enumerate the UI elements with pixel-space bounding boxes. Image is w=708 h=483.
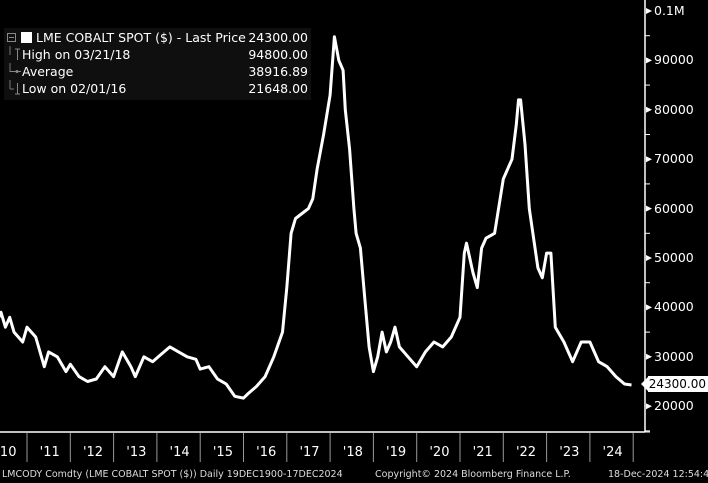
legend-row-high: High on 03/21/18 94800.00 [4,46,311,63]
footer-timestamp: 18-Dec-2024 12:54:47 [608,469,708,480]
y-tick-label: 70000 [654,151,694,167]
footer-source: LMCODY Comdty (LME COBALT SPOT ($)) Dail… [2,469,343,480]
x-axis-ticks [26,433,634,462]
x-tick-label: '10 [0,445,17,460]
x-tick-label: '16 [256,445,277,460]
y-tick-label: 40000 [654,299,694,315]
x-tick-label: '21 [472,445,493,460]
x-tick-label: '22 [515,445,537,460]
last-price-marker: 24300.00 [648,376,708,392]
legend-title: LME COBALT SPOT ($) - Last Price [36,30,246,45]
legend-panel: LME COBALT SPOT ($) - Last Price 24300.0… [4,28,311,100]
x-tick-label: '12 [82,445,104,460]
y-tick-label: 50000 [654,250,694,265]
legend-low-label: Low on 02/01/16 [22,81,127,96]
x-tick-label: '14 [169,445,190,460]
legend-row-low: Low on 02/01/16 21648.00 [4,80,311,97]
y-tick-label: 30000 [654,348,694,364]
x-tick-label: '15 [212,445,233,460]
legend-row-average: Average 38916.89 [4,63,311,80]
legend-high-value: 94800.00 [248,47,308,62]
last-price-pointer-icon [641,376,649,392]
x-tick-label: '20 [429,445,450,460]
legend-average-value: 38916.89 [248,64,308,79]
x-tick-label: '13 [126,445,147,460]
x-tick-label: '11 [39,445,60,460]
y-axis-ticks [645,8,652,432]
y-tick-label: 0.1M [654,3,685,18]
average-marker-icon [9,63,21,73]
x-tick-label: '19 [386,445,407,460]
footer-copyright: Copyright© 2024 Bloomberg Finance L.P. [375,469,571,480]
legend-last-price: 24300.00 [248,30,308,45]
y-tick-label: 80000 [654,101,694,117]
high-marker-icon [9,46,20,60]
legend-high-label: High on 03/21/18 [22,47,131,62]
x-tick-label: '23 [559,445,580,460]
legend-low-value: 21648.00 [248,81,308,96]
y-tick-label: 20000 [654,398,694,414]
legend-row-last-price[interactable]: LME COBALT SPOT ($) - Last Price 24300.0… [4,29,311,46]
x-tick-label: '17 [299,445,320,460]
y-tick-label: 60000 [654,200,694,216]
low-marker-icon [9,80,20,95]
legend-average-label: Average [22,64,74,79]
x-tick-label: '18 [342,445,363,460]
cobalt-price-line [0,35,632,400]
collapse-icon[interactable] [7,33,16,42]
series-color-swatch [21,32,32,43]
y-tick-label: 90000 [654,52,694,68]
x-tick-label: '24 [602,445,623,460]
